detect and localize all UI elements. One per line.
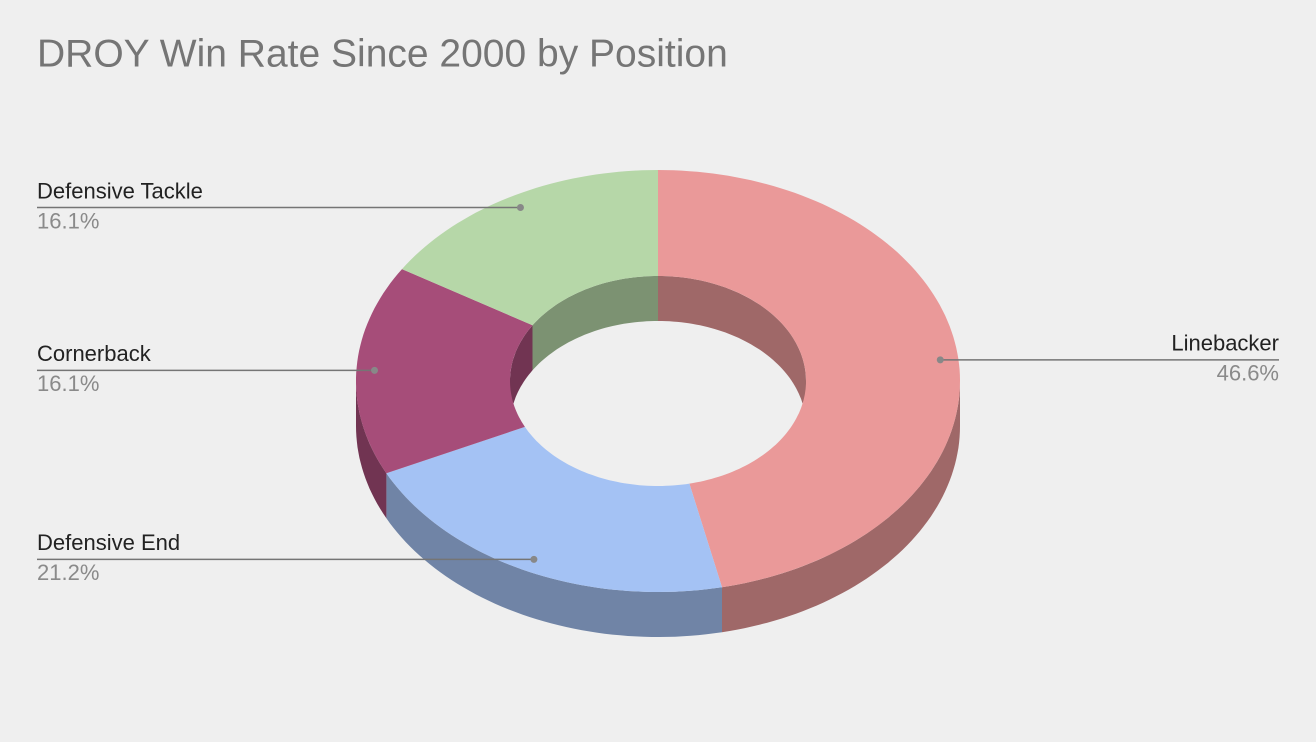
slice-outer-wall (386, 473, 722, 637)
slice-label: Defensive End (37, 530, 180, 555)
slice-label: Cornerback (37, 341, 152, 366)
value-label: 21.2% (37, 560, 99, 585)
value-label: 16.1% (37, 208, 99, 233)
slice-inner-wall (658, 276, 806, 426)
slice-inner-wall (510, 325, 533, 426)
slice (658, 170, 960, 588)
value-label: 16.1% (37, 371, 99, 396)
slice-inner-wall (532, 276, 658, 371)
slice-label: Linebacker (1171, 331, 1279, 356)
chart-title: DROY Win Rate Since 2000 by Position (37, 32, 728, 75)
slice (386, 426, 722, 592)
slice-outer-wall (722, 381, 960, 633)
leader-dot (936, 356, 944, 364)
slice (356, 269, 533, 474)
leader-dot (530, 555, 538, 563)
leader-dot (516, 203, 524, 211)
slice (402, 170, 658, 326)
leader-dot (371, 366, 379, 374)
slice-outer-wall (356, 381, 387, 519)
slice-label: Defensive Tackle (37, 178, 203, 203)
value-label: 46.6% (1217, 361, 1279, 386)
